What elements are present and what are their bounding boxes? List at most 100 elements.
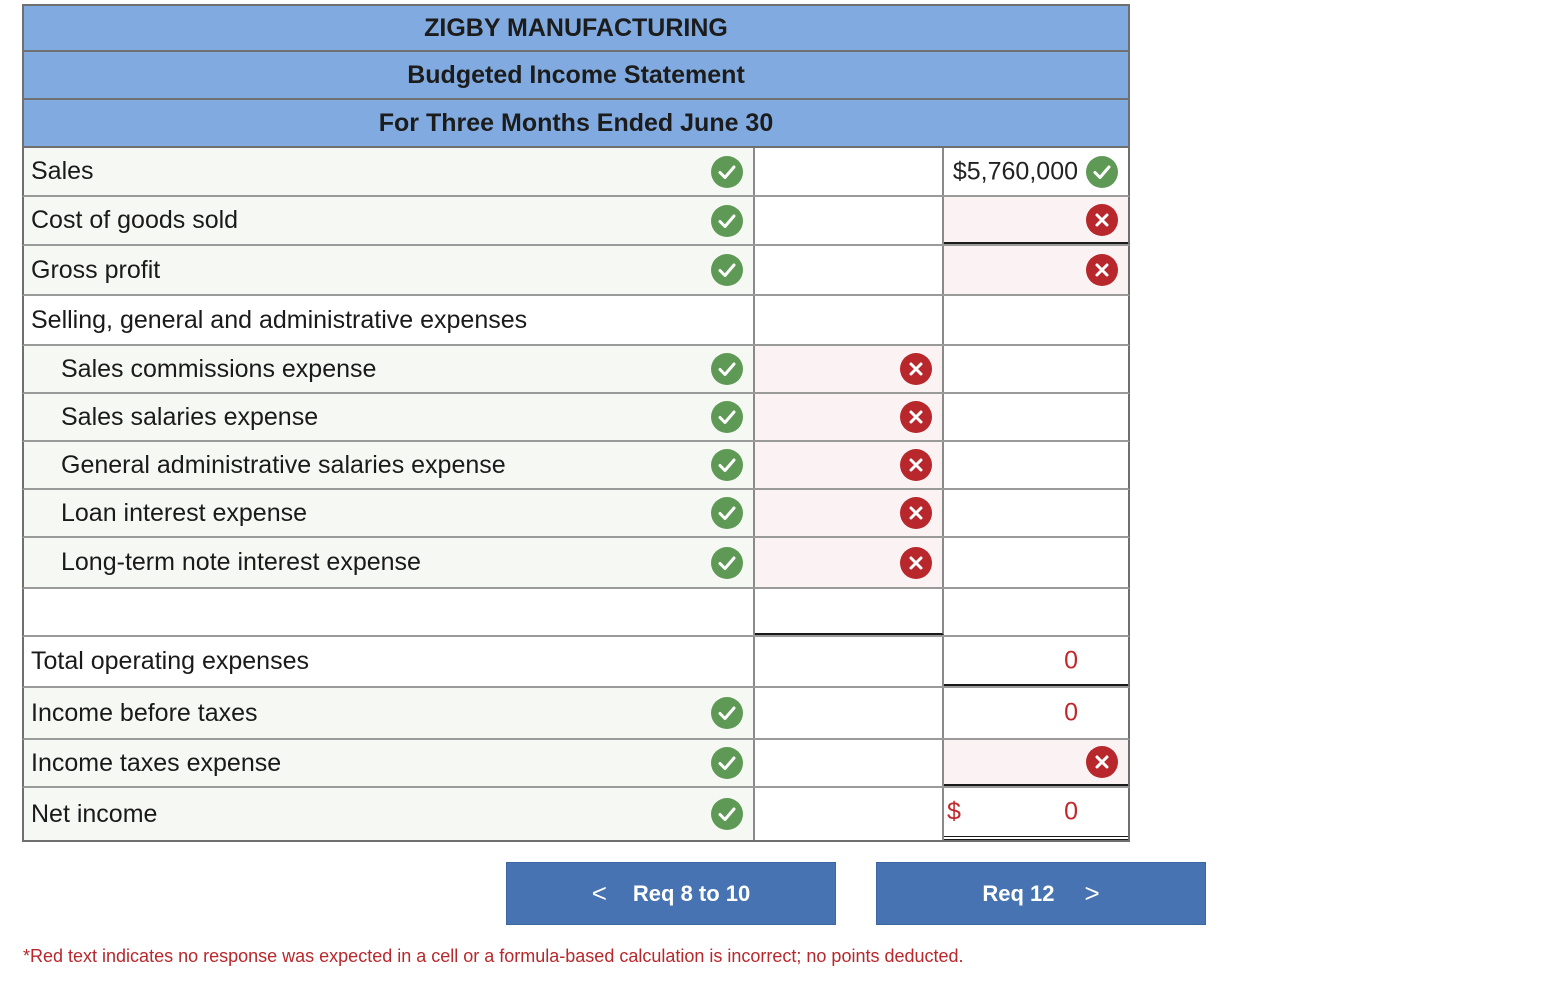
loan-interest-amount-input[interactable] [755, 490, 944, 536]
row-label: Cost of goods sold [31, 206, 239, 234]
income-before-taxes-amount: 0 [1064, 698, 1078, 727]
period-header: For Three Months Ended June 30 [22, 100, 1130, 148]
gross-profit-amount-input[interactable] [944, 246, 1128, 294]
net-income-amount-cell: $ 0 [944, 788, 1128, 840]
income-taxes-row: Income taxes expense [22, 740, 1130, 788]
check-circle-icon [711, 747, 743, 779]
sales-commissions-total-cell[interactable] [944, 346, 1128, 392]
admin-salaries-amount-input[interactable] [755, 442, 944, 488]
x-circle-icon [900, 546, 932, 579]
income-before-taxes-amount-cell: 0 [944, 688, 1128, 738]
row-label: Selling, general and administrative expe… [31, 305, 528, 334]
sga-heading-row: Selling, general and administrative expe… [22, 296, 1130, 346]
admin-salaries-label-select[interactable]: General administrative salaries expense [24, 442, 755, 488]
row-label: Income taxes expense [31, 748, 282, 777]
check-circle-icon [711, 546, 743, 579]
note-interest-label-select[interactable]: Long-term note interest expense [24, 538, 755, 587]
income-taxes-detail-input[interactable] [755, 740, 944, 786]
sales-salaries-amount-input[interactable] [755, 394, 944, 440]
loan-interest-total-cell[interactable] [944, 490, 1128, 536]
company-name-header: ZIGBY MANUFACTURING [22, 4, 1130, 52]
chevron-right-icon: > [1084, 878, 1100, 908]
x-circle-icon [900, 449, 932, 481]
cogs-detail-input[interactable] [755, 197, 944, 244]
total-opex-detail-cell [755, 637, 944, 686]
statement-period: For Three Months Ended June 30 [378, 108, 774, 137]
check-circle-icon [711, 353, 743, 385]
x-circle-icon [1086, 254, 1118, 286]
prev-req-label: Req 8 to 10 [632, 880, 751, 906]
row-label: Gross profit [31, 255, 161, 284]
next-req-label: Req 12 [982, 880, 1055, 906]
note-interest-total-cell[interactable] [944, 538, 1128, 587]
net-income-label-select[interactable]: Net income [24, 788, 755, 840]
check-circle-icon [711, 497, 743, 529]
sales-salaries-total-cell[interactable] [944, 394, 1128, 440]
sales-row: Sales $5,760,000 [22, 148, 1130, 197]
total-opex-row: Total operating expenses 0 [22, 637, 1130, 688]
row-label: Sales commissions expense [61, 354, 377, 383]
row-label: Sales [31, 157, 94, 185]
check-circle-icon [1086, 155, 1118, 188]
cogs-amount-input[interactable] [944, 197, 1128, 244]
sga-heading-cell: Selling, general and administrative expe… [24, 296, 755, 344]
gross-profit-row: Gross profit [22, 246, 1130, 296]
check-circle-icon [711, 697, 743, 729]
blank-amount-input[interactable] [755, 589, 944, 635]
check-circle-icon [711, 204, 743, 237]
check-circle-icon [711, 798, 743, 830]
check-circle-icon [711, 254, 743, 286]
note-interest-amount-input[interactable] [755, 538, 944, 587]
income-taxes-amount-input[interactable] [944, 740, 1128, 786]
net-income-amount: 0 [1064, 797, 1078, 826]
income-before-taxes-row: Income before taxes 0 [22, 688, 1130, 740]
admin-salaries-row: General administrative salaries expense [22, 442, 1130, 490]
row-label: General administrative salaries expense [61, 450, 506, 479]
sales-amount-input[interactable]: $5,760,000 [944, 148, 1128, 195]
admin-salaries-total-cell[interactable] [944, 442, 1128, 488]
net-income-row: Net income $ 0 [22, 788, 1130, 842]
gross-profit-detail-input[interactable] [755, 246, 944, 294]
sales-salaries-label-select[interactable]: Sales salaries expense [24, 394, 755, 440]
sales-commissions-row: Sales commissions expense [22, 346, 1130, 394]
total-opex-amount: 0 [1064, 646, 1078, 674]
income-taxes-label-select[interactable]: Income taxes expense [24, 740, 755, 786]
cogs-row: Cost of goods sold [22, 197, 1130, 246]
check-circle-icon [711, 401, 743, 433]
next-req-button[interactable]: Req 12 > [876, 862, 1206, 925]
sales-commissions-amount-input[interactable] [755, 346, 944, 392]
x-circle-icon [1086, 746, 1118, 778]
prev-req-button[interactable]: < Req 8 to 10 [506, 862, 836, 925]
sales-commissions-label-select[interactable]: Sales commissions expense [24, 346, 755, 392]
sales-detail-input[interactable] [755, 148, 944, 195]
net-income-detail-cell [755, 788, 944, 840]
x-circle-icon [900, 497, 932, 529]
total-opex-label-cell: Total operating expenses [24, 637, 755, 686]
row-label: Total operating expenses [31, 647, 309, 675]
check-circle-icon [711, 155, 743, 188]
cogs-label-select[interactable]: Cost of goods sold [24, 197, 755, 244]
income-before-taxes-detail-cell [755, 688, 944, 738]
row-label: Income before taxes [31, 698, 258, 727]
gross-profit-label-select[interactable]: Gross profit [24, 246, 755, 294]
note-interest-row: Long-term note interest expense [22, 538, 1130, 589]
row-label: Net income [31, 799, 158, 828]
blank-total-cell[interactable] [944, 589, 1128, 635]
footnote: *Red text indicates no response was expe… [23, 946, 964, 966]
row-label: Long-term note interest expense [61, 548, 421, 576]
row-label: Sales salaries expense [61, 402, 319, 431]
total-opex-amount-cell: 0 [944, 637, 1128, 686]
statement-title: Budgeted Income Statement [407, 60, 745, 89]
income-before-taxes-label-select[interactable]: Income before taxes [24, 688, 755, 738]
x-circle-icon [1086, 203, 1118, 236]
sales-label-select[interactable]: Sales [24, 148, 755, 195]
check-circle-icon [711, 449, 743, 481]
x-circle-icon [900, 401, 932, 433]
company-name: ZIGBY MANUFACTURING [424, 13, 728, 42]
row-label: Loan interest expense [61, 498, 308, 527]
chevron-left-icon: < [591, 878, 607, 908]
loan-interest-label-select[interactable]: Loan interest expense [24, 490, 755, 536]
sales-salaries-row: Sales salaries expense [22, 394, 1130, 442]
blank-label-select[interactable] [24, 589, 755, 635]
x-circle-icon [900, 353, 932, 385]
